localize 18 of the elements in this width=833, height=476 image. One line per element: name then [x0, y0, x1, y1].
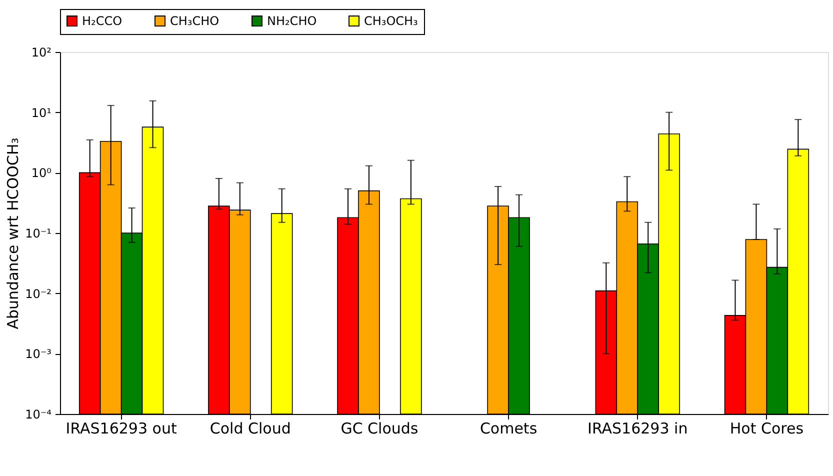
y-tick-label: 10⁻³	[25, 347, 52, 362]
y-tick-label: 10⁻²	[25, 286, 52, 301]
y-tick-label: 10¹	[31, 106, 52, 120]
y-axis-title: Abundance wrt HCOOCH₃	[4, 138, 22, 330]
y-tick-label: 10²	[31, 46, 52, 60]
x-tick-label: Cold Cloud	[210, 420, 291, 438]
legend-label: CH₃CHO	[170, 14, 220, 28]
legend-label: NH₂CHO	[267, 14, 317, 28]
x-tick-label: GC Clouds	[340, 420, 418, 438]
y-tick-label: 10⁻¹	[25, 226, 52, 240]
x-tick-label: IRAS16293 in	[588, 420, 688, 438]
y-tick-label: 10⁰	[31, 166, 52, 180]
legend-label: H₂CCO	[82, 14, 122, 28]
x-tick-label: Hot Cores	[730, 420, 804, 438]
legend-label: CH₃OCH₃	[364, 14, 418, 28]
x-tick-label: IRAS16293 out	[66, 420, 177, 438]
x-tick-label: Comets	[480, 420, 538, 438]
y-tick-label: 10⁻⁴	[25, 408, 52, 422]
